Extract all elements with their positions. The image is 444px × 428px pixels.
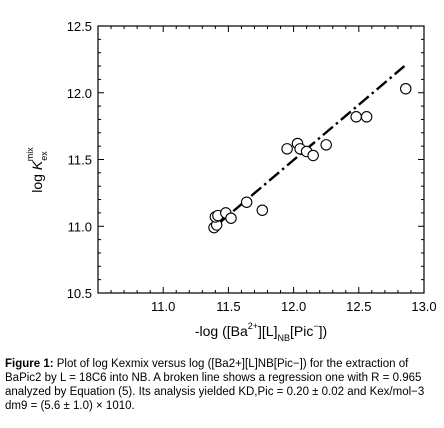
y-tick-label: 11.5 bbox=[68, 153, 92, 168]
data-point bbox=[225, 212, 237, 224]
x-tick-labels: 11.0 11.5 12.0 12.5 13.0 bbox=[151, 299, 437, 314]
x-tick-label: 11.5 bbox=[216, 299, 240, 314]
axis-ticks bbox=[97, 25, 425, 294]
y-axis-title: log Kexmix bbox=[25, 147, 49, 193]
x-tick-label: 12.5 bbox=[346, 299, 371, 314]
caption-label: Figure 1: bbox=[5, 358, 54, 370]
x-tick-label: 13.0 bbox=[411, 299, 436, 314]
data-point bbox=[360, 111, 373, 123]
y-tick-label: 12.0 bbox=[67, 86, 92, 101]
y-tick-label: 11.0 bbox=[68, 219, 92, 234]
y-tick-labels: 10.5 11.0 11.5 12.0 12.5 bbox=[67, 19, 92, 301]
data-point bbox=[281, 143, 293, 155]
caption-text: Plot of log Kexmix versus log ([Ba2+][L]… bbox=[5, 358, 425, 412]
x-axis-title: -log ([Ba2+][L]NB[Pic−]) bbox=[195, 321, 327, 343]
y-tick-label: 10.5 bbox=[67, 286, 92, 301]
x-tick-label: 11.0 bbox=[151, 299, 175, 314]
data-point bbox=[240, 196, 253, 208]
y-tick-label: 12.5 bbox=[67, 19, 92, 34]
data-point bbox=[320, 139, 332, 151]
plot-frame bbox=[97, 25, 425, 294]
data-point bbox=[350, 111, 362, 123]
data-point bbox=[307, 149, 319, 162]
data-point bbox=[256, 204, 269, 216]
x-tick-label: 12.0 bbox=[281, 299, 306, 314]
data-point bbox=[399, 82, 412, 95]
data-points bbox=[208, 82, 412, 234]
figure-caption: Figure 1: Plot of log Kexmix versus log … bbox=[5, 357, 439, 413]
scatter-chart: 11.0 11.5 12.0 12.5 13.0 10.5 11.0 11.5 12.0 12.… bbox=[25, 19, 437, 343]
